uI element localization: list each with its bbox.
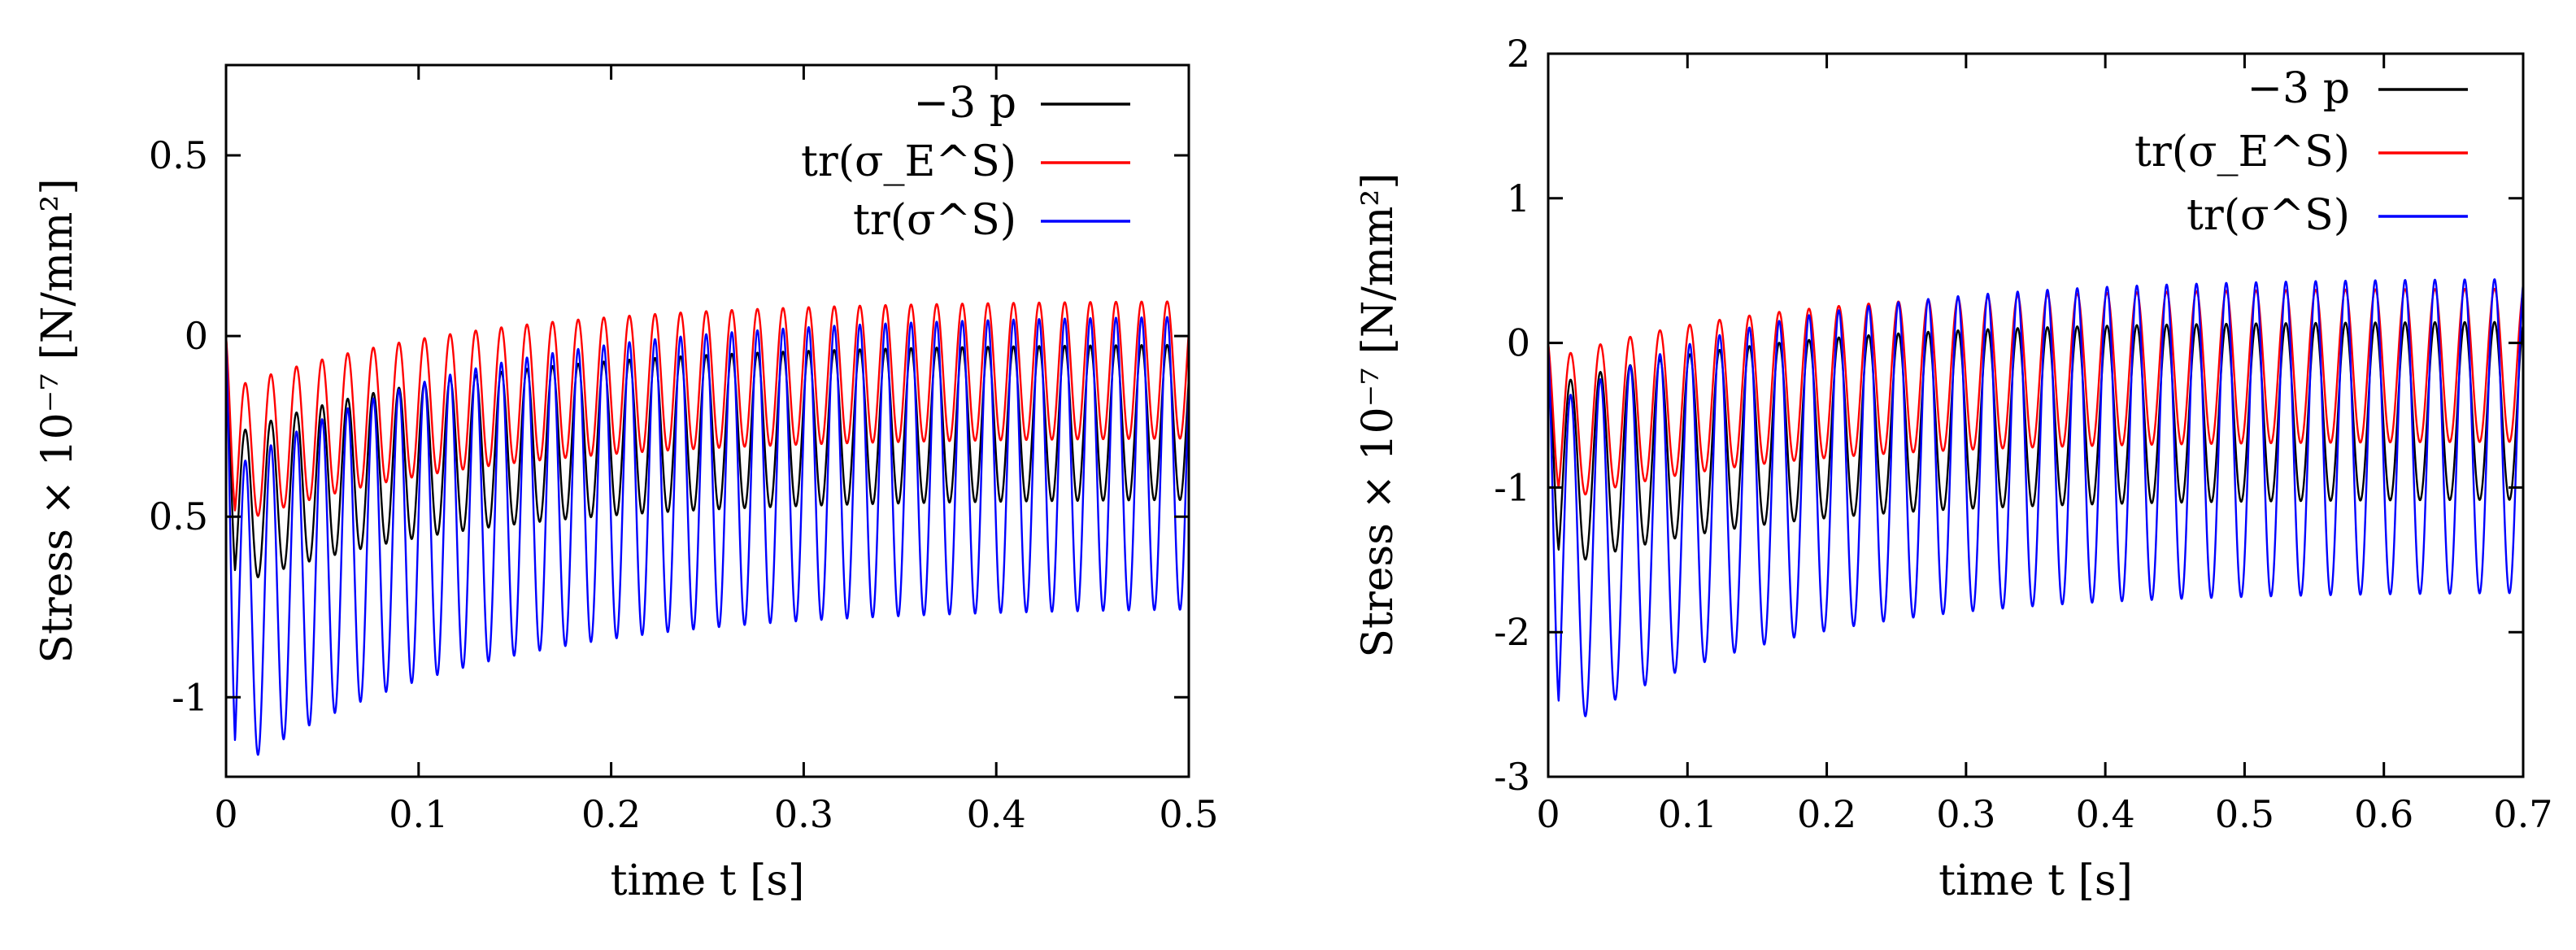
x-tick-label: 0.5 <box>1159 792 1218 836</box>
legend: −3 p tr(σ_E^S) tr(σ^S) <box>2134 64 2468 240</box>
series-group <box>226 300 1189 756</box>
plot-frame <box>1547 52 2525 778</box>
legend-label: tr(σ^S) <box>853 196 1016 245</box>
y-tick-label: 2 <box>1507 32 1530 76</box>
legend-label: tr(σ_E^S) <box>801 137 1016 186</box>
series-line-2 <box>1548 287 2523 496</box>
x-tick-label: 0.3 <box>774 792 833 836</box>
series-group <box>1548 278 2523 717</box>
x-tick-label: 0.1 <box>1658 792 1717 836</box>
x-tick-label: 0.2 <box>1797 792 1856 836</box>
legend-label: −3 p <box>2247 64 2350 113</box>
x-tick-label: 0.7 <box>2493 792 2552 836</box>
y-tick-label: -1 <box>172 675 208 719</box>
x-tick-label: 0.3 <box>1936 792 1995 836</box>
y-tick-label: 0.5 <box>149 495 208 538</box>
x-tick-label: 0.6 <box>2354 792 2413 836</box>
legend-label: −3 p <box>914 79 1016 128</box>
chart-panel-1: 0 0.1 0.2 0.3 0.4 0.5 0.5 0 0.5 -1 time t [s] Stres… <box>33 63 1219 905</box>
y-axis-label: Stress × 10⁻⁷ [N/mm²] <box>33 178 82 663</box>
x-tick-label: 0 <box>1536 792 1560 836</box>
x-tick-label: 0.4 <box>2076 792 2135 836</box>
y-tick-label: 0 <box>185 314 208 358</box>
x-axis-label: time t [s] <box>611 856 805 905</box>
y-axis-label: Stress × 10⁻⁷ [N/mm²] <box>1354 172 1403 657</box>
y-tick-label: 0 <box>1507 321 1530 365</box>
x-axis-label: time t [s] <box>1939 856 2133 905</box>
series-line-1 <box>226 336 1189 578</box>
x-tick-label: 0.4 <box>967 792 1026 836</box>
series-line-1 <box>1548 320 2523 561</box>
legend-label: tr(σ^S) <box>2187 191 2350 240</box>
x-tick-label: 0.5 <box>2215 792 2274 836</box>
legend: −3 p tr(σ_E^S) tr(σ^S) <box>801 79 1130 245</box>
series-line-2 <box>226 300 1189 517</box>
x-tick-label: 0 <box>214 792 237 836</box>
y-tick-label: 1 <box>1507 176 1530 220</box>
series-line-3 <box>1548 278 2523 717</box>
legend-label: tr(σ_E^S) <box>2134 128 2350 176</box>
chart-panel-2: 0 0.1 0.2 0.3 0.4 0.5 0.6 0.7 2 1 0 -1 -2 -3 time t [s… <box>1354 32 2553 905</box>
series-line-3 <box>226 316 1189 756</box>
y-tick-label: 0.5 <box>149 133 208 177</box>
y-tick-label: -1 <box>1494 465 1530 509</box>
y-tick-label: -2 <box>1494 610 1530 654</box>
x-tick-label: 0.2 <box>581 792 641 836</box>
x-tick-label: 0.1 <box>389 792 448 836</box>
y-tick-label: -3 <box>1494 755 1530 799</box>
plot-frame <box>224 63 1190 778</box>
